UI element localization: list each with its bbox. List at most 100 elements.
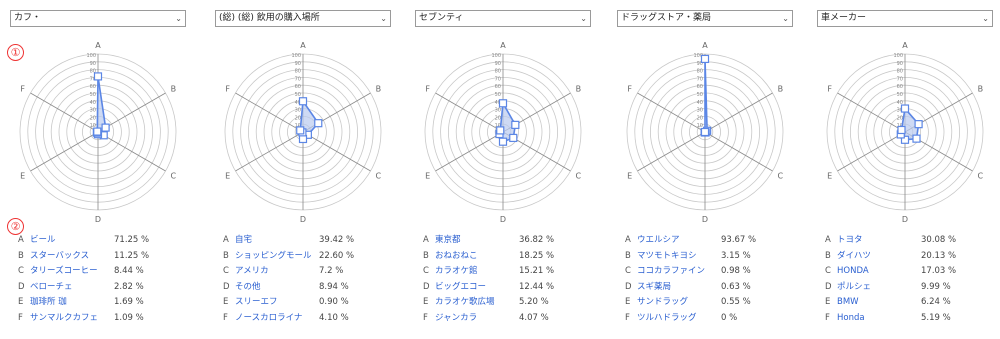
- legend-label-link[interactable]: HONDA: [837, 266, 869, 277]
- legend-label-link[interactable]: アメリカ: [235, 266, 269, 277]
- ring-tick-label: 20: [897, 115, 903, 121]
- legend-label-link[interactable]: サンドラッグ: [637, 297, 689, 308]
- legend-label-link[interactable]: ジャンカラ: [435, 312, 478, 323]
- legend-label-link[interactable]: タリーズコーヒー: [30, 266, 98, 277]
- legend-percent: 22.60 %: [319, 250, 355, 261]
- legend-key: E: [423, 297, 429, 308]
- legend-label-link[interactable]: ビール: [30, 235, 56, 245]
- axis-label: C: [978, 172, 984, 181]
- legend-label-link[interactable]: マツモトキヨシ: [637, 250, 697, 261]
- legend-label-link[interactable]: Honda: [837, 312, 865, 323]
- legend-key: A: [223, 235, 229, 245]
- legend-label-link[interactable]: サンマルクカフェ: [30, 312, 99, 323]
- ring-tick-label: 40: [90, 100, 96, 106]
- legend-percent: 1.69 %: [114, 297, 144, 308]
- legend-row: B ショッピングモール 22.60 %: [223, 249, 373, 265]
- legend-key: D: [18, 281, 25, 292]
- legend-label-link[interactable]: スターバックス: [30, 250, 90, 261]
- legend-label-link[interactable]: ダイハツ: [837, 250, 871, 261]
- axis-label: A: [702, 41, 708, 50]
- category-select-1[interactable]: カフ・ ⌄: [10, 10, 186, 27]
- annotation-marker-2: ②: [7, 218, 24, 235]
- legend-label-link[interactable]: ノースカロライナ: [235, 312, 303, 323]
- legend-key: E: [223, 297, 229, 308]
- ring-tick-label: 90: [697, 61, 703, 67]
- data-point: [511, 120, 520, 129]
- axis-line: [435, 92, 504, 133]
- data-point: [93, 72, 103, 81]
- legend-percent: 0.90 %: [319, 297, 349, 308]
- legend-label-link[interactable]: 自宅: [235, 235, 253, 245]
- legend-key: B: [223, 250, 229, 261]
- ring-tick-label: 80: [897, 69, 903, 75]
- legend-label-link[interactable]: ビッグエコー: [435, 281, 487, 292]
- legend-percent: 2.82 %: [114, 281, 144, 292]
- legend-key: D: [423, 281, 430, 292]
- legend-label-link[interactable]: ツルハドラッグ: [637, 312, 697, 323]
- legend-percent: 3.15 %: [721, 250, 751, 261]
- legend-label-link[interactable]: ウエルシア: [637, 235, 680, 245]
- data-point: [700, 127, 710, 137]
- ring-tick-label: 60: [90, 84, 96, 90]
- ring-tick-label: 30: [90, 108, 96, 114]
- legend-row: E カラオケ歌広場 5.20 %: [423, 295, 573, 311]
- chevron-down-icon: ⌄: [380, 14, 387, 23]
- legend-percent: 39.42 %: [319, 235, 355, 245]
- legend-label-link[interactable]: 珈琲所 珈: [30, 297, 67, 308]
- category-select-value: 車メーカー: [821, 13, 867, 23]
- legend-key: C: [18, 266, 24, 277]
- category-select-5[interactable]: 車メーカー ⌄: [817, 10, 993, 27]
- legend-label-link[interactable]: トヨタ: [837, 235, 863, 245]
- legend-label-link[interactable]: カラオケ歌広場: [435, 297, 495, 308]
- legend-row: D ビッグエコー 12.44 %: [423, 280, 573, 296]
- data-point: [314, 119, 323, 128]
- legend-label-link[interactable]: その他: [235, 281, 261, 292]
- ring-tick-label: 80: [495, 69, 501, 75]
- ring-tick-label: 20: [495, 115, 501, 121]
- legend-label-link[interactable]: 東京都: [435, 235, 461, 245]
- legend-label-link[interactable]: ショッピングモール: [235, 250, 312, 261]
- legend-percent: 4.07 %: [519, 312, 549, 323]
- ring-tick-label: 50: [90, 92, 96, 98]
- legend-label-link[interactable]: ココカラファイン: [637, 266, 706, 277]
- data-point: [298, 134, 308, 144]
- axis-label: C: [376, 172, 382, 181]
- legend-row: F サンマルクカフェ 1.09 %: [18, 311, 168, 327]
- axis-line: [235, 92, 304, 133]
- data-point: [101, 123, 110, 132]
- legend-label-link[interactable]: ベローチェ: [30, 281, 73, 292]
- legend-label-link[interactable]: BMW: [837, 297, 859, 308]
- legend-label-link[interactable]: スギ薬局: [637, 281, 672, 292]
- legend-2: A 自宅 39.42 % B ショッピングモール 22.60 % C アメリカ 7.2 % D その…: [223, 233, 373, 327]
- axis-label: E: [225, 172, 230, 181]
- legend-label-link[interactable]: スリーエフ: [235, 297, 278, 308]
- legend-percent: 0 %: [721, 312, 738, 323]
- category-select-4[interactable]: ドラッグストア・薬局 ⌄: [617, 10, 793, 27]
- ring-tick-label: 50: [697, 92, 703, 98]
- legend-percent: 1.09 %: [114, 312, 144, 323]
- legend-row: F ノースカロライナ 4.10 %: [223, 311, 373, 327]
- ring-tick-label: 20: [295, 115, 301, 121]
- legend-label-link[interactable]: おねおねこ: [435, 250, 478, 261]
- data-point: [509, 133, 518, 143]
- legend-key: F: [18, 312, 23, 323]
- legend-label-link[interactable]: ポルシェ: [837, 281, 872, 292]
- legend-row: E スリーエフ 0.90 %: [223, 295, 373, 311]
- legend-key: F: [625, 312, 630, 323]
- legend-row: A ウエルシア 93.67 %: [625, 233, 775, 249]
- category-select-3[interactable]: セブンティ ⌄: [415, 10, 591, 27]
- legend-label-link[interactable]: カラオケ館: [435, 266, 478, 277]
- legend-row: C アメリカ 7.2 %: [223, 264, 373, 280]
- category-select-2[interactable]: (総) (総) 飲用の購入場所 ⌄: [215, 10, 391, 27]
- category-select-value: ドラッグストア・薬局: [621, 13, 712, 23]
- annotation-marker-1: ①: [7, 44, 24, 61]
- data-point: [498, 137, 508, 146]
- legend-key: D: [825, 281, 832, 292]
- legend-key: C: [223, 266, 229, 277]
- legend-row: A トヨタ 30.08 %: [825, 233, 975, 249]
